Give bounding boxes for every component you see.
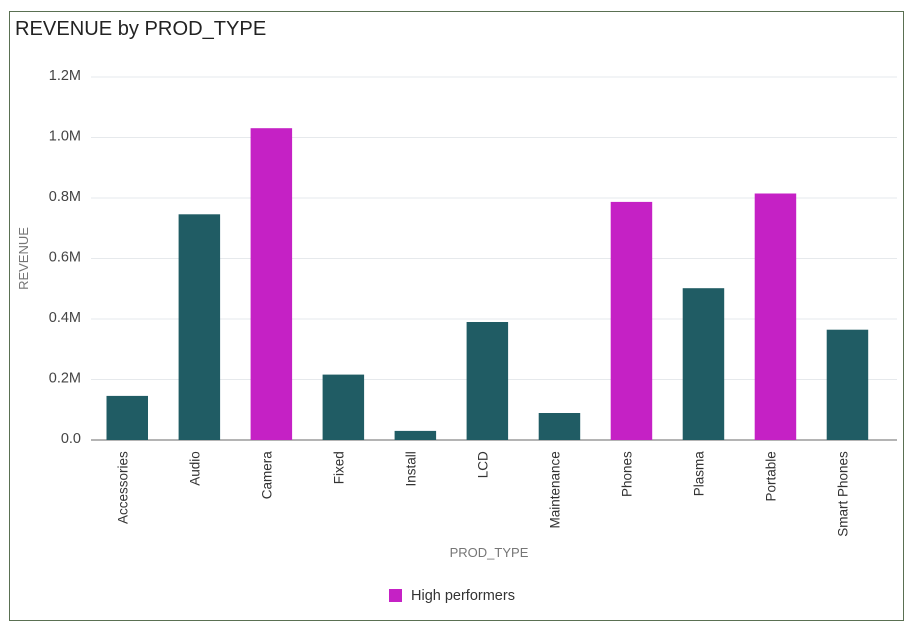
svg-text:0.8M: 0.8M [49,189,81,205]
svg-text:Camera: Camera [259,451,274,500]
svg-text:LCD: LCD [475,451,490,478]
svg-text:0.2M: 0.2M [49,371,81,387]
svg-text:Plasma: Plasma [692,451,707,497]
svg-text:Accessories: Accessories [115,451,130,524]
svg-text:1.0M: 1.0M [49,129,81,145]
svg-text:Portable: Portable [764,451,779,501]
svg-text:Smart Phones: Smart Phones [836,451,851,537]
svg-text:Fixed: Fixed [331,451,346,484]
svg-text:1.2M: 1.2M [49,68,81,84]
svg-text:Phones: Phones [619,451,634,497]
svg-text:PROD_TYPE: PROD_TYPE [450,545,529,560]
svg-text:REVENUE: REVENUE [16,227,31,290]
svg-text:0.6M: 0.6M [49,250,81,266]
svg-text:Audio: Audio [187,451,202,486]
svg-text:0.0: 0.0 [61,431,81,447]
svg-text:Install: Install [403,451,418,486]
svg-text:Maintenance: Maintenance [547,451,562,528]
svg-text:0.4M: 0.4M [49,310,81,326]
